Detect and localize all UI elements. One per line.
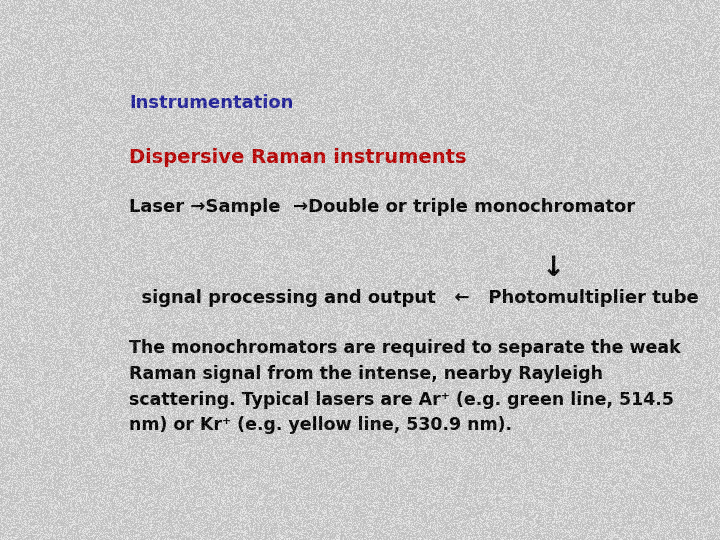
Text: Instrumentation: Instrumentation [129, 94, 294, 112]
Text: Dispersive Raman instruments: Dispersive Raman instruments [129, 148, 467, 167]
Text: signal processing and output   ←   Photomultiplier tube: signal processing and output ← Photomult… [129, 289, 699, 307]
Text: ↓: ↓ [541, 254, 564, 282]
Text: The monochromators are required to separate the weak
Raman signal from the inten: The monochromators are required to separ… [129, 339, 680, 434]
Text: Laser →Sample  →Double or triple monochromator: Laser →Sample →Double or triple monochro… [129, 198, 635, 216]
